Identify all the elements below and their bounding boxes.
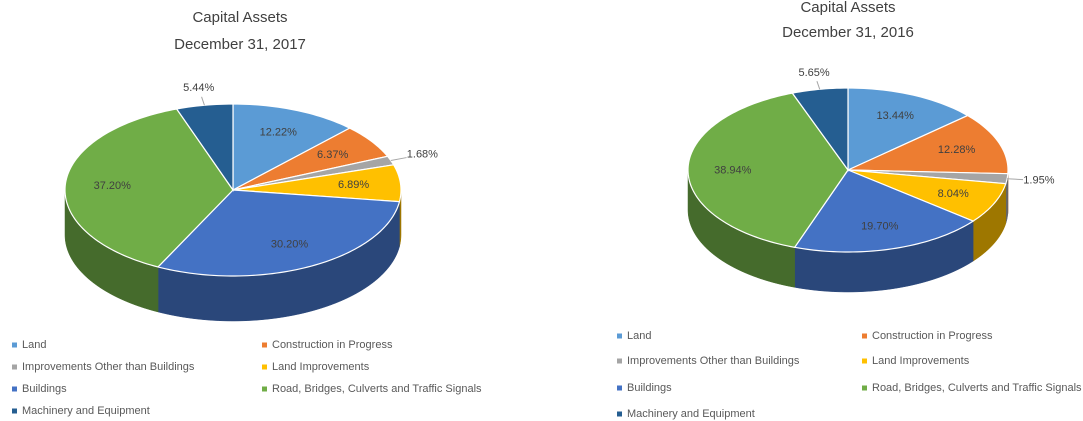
slice [791, 87, 849, 172]
slice [687, 92, 849, 248]
legend-swatch [617, 411, 622, 417]
legend-swatch [617, 358, 622, 364]
legend-label: Road, Bridges, Culverts and Traffic Sign… [872, 382, 1082, 394]
legend-label: Land [22, 339, 46, 351]
legend-label: Improvements Other than Buildings [627, 355, 800, 367]
data-label: 38.94% [714, 164, 752, 176]
data-label: 5.44% [183, 82, 214, 94]
legend-label: Improvements Other than Buildings [22, 361, 195, 373]
data-label: 30.20% [271, 239, 309, 251]
legend-swatch [12, 364, 17, 370]
data-label: 6.37% [317, 149, 348, 161]
leader-line [390, 157, 407, 162]
slice [232, 103, 352, 191]
legend-swatch [617, 333, 622, 339]
legend-swatch [862, 333, 867, 339]
legend-label: Buildings [22, 383, 67, 395]
data-label: 19.70% [861, 221, 899, 233]
legend-label: Buildings [627, 382, 672, 394]
legend-label: Machinery and Equipment [627, 408, 755, 420]
chart-subtitle: December 31, 2016 [782, 24, 914, 41]
leader-line [201, 96, 205, 106]
legend-label: Construction in Progress [872, 330, 993, 342]
legend-label: Road, Bridges, Culverts and Traffic Sign… [272, 383, 482, 395]
data-label: 13.44% [877, 110, 915, 122]
leader-line [816, 81, 821, 90]
data-label: 12.28% [938, 144, 976, 156]
legend-swatch [12, 386, 17, 392]
legend-label: Construction in Progress [272, 339, 393, 351]
chart-title: Capital Assets [192, 9, 287, 26]
legend-label: Land Improvements [272, 361, 370, 373]
legend-label: Land [627, 330, 651, 342]
data-label: 6.89% [338, 179, 369, 191]
data-label: 8.04% [938, 188, 969, 200]
legend-swatch [617, 385, 622, 391]
slice [64, 108, 234, 268]
chart-subtitle: December 31, 2017 [174, 36, 306, 53]
legend-swatch [262, 342, 267, 348]
slice [793, 169, 975, 253]
slice [847, 87, 969, 171]
legend-swatch [862, 385, 867, 391]
legend-swatch [262, 364, 267, 370]
data-label: 12.22% [260, 126, 298, 138]
legend-label: Machinery and Equipment [22, 405, 150, 417]
slice [847, 169, 1007, 222]
data-label: 5.65% [798, 67, 829, 79]
slice [156, 189, 401, 277]
data-label: 37.20% [94, 180, 132, 192]
legend-swatch [862, 358, 867, 364]
data-label: 1.95% [1023, 174, 1054, 186]
legend-swatch [262, 386, 267, 392]
legend-swatch [12, 408, 17, 414]
data-label: 1.68% [407, 149, 438, 161]
legend-swatch [12, 342, 17, 348]
chart-title: Capital Assets [800, 0, 895, 16]
leader-line [1007, 178, 1024, 181]
slice [847, 114, 1009, 175]
slice [232, 127, 389, 191]
legend-label: Land Improvements [872, 355, 970, 367]
